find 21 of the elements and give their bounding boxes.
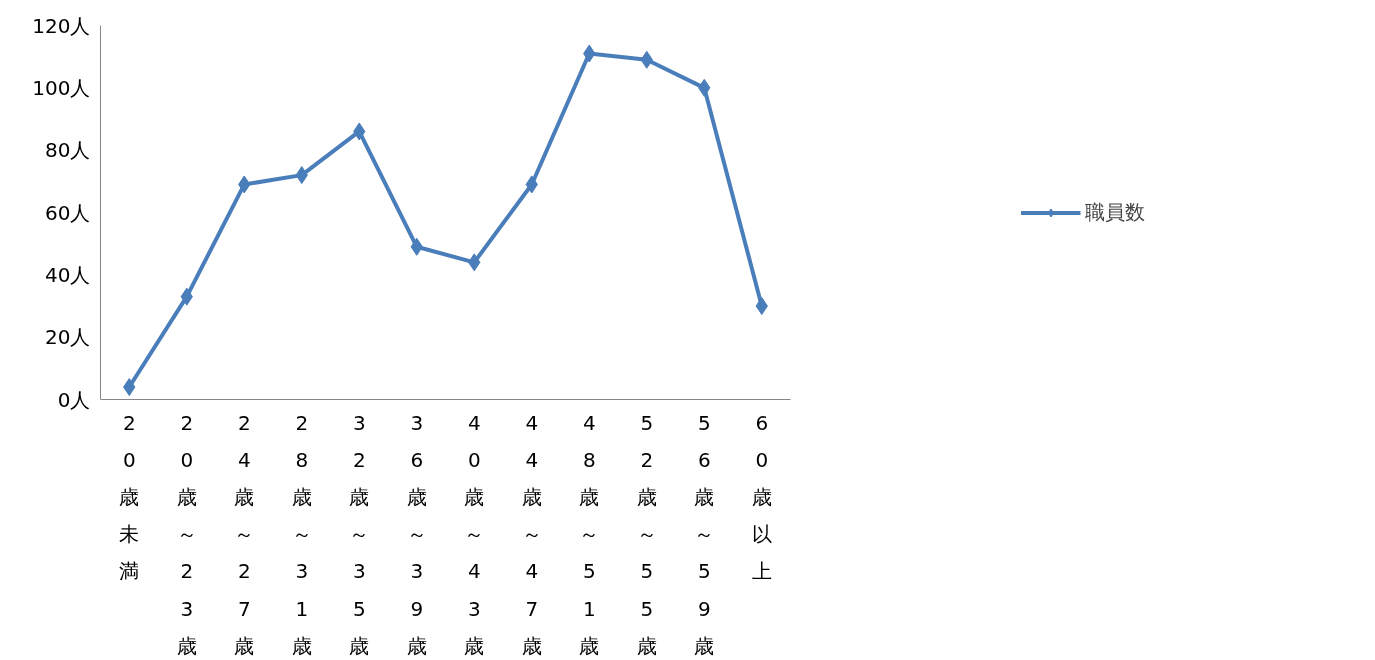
point (755, 297, 768, 315)
y-tick-label: 100人 (32, 75, 91, 100)
x-tick-label: 36歳～39歳 (406, 410, 427, 658)
x-tick-label: 44歳～47歳 (521, 410, 542, 658)
y-tick-label: 120人 (32, 13, 91, 38)
x-tick-label: 28歳～31歳 (291, 410, 312, 658)
x-tick-label: 60歳以上 (751, 410, 772, 584)
x-tick-label: 32歳～35歳 (349, 410, 370, 658)
x-tick-label: 48歳～51歳 (579, 410, 600, 658)
y-tick-label: 0人 (57, 387, 91, 412)
x-tick-label: 24歳～27歳 (234, 410, 255, 658)
y-tick-label: 20人 (45, 325, 91, 350)
x-tick-label: 56歳～59歳 (694, 410, 715, 658)
x-tick-label: 20歳未満 (119, 410, 140, 584)
x-tick-label: 40歳～43歳 (464, 410, 485, 658)
legend-label: 職員数 (1085, 198, 1145, 226)
y-tick-label: 40人 (45, 262, 91, 287)
x-tick-label: 20歳～23歳 (176, 410, 197, 658)
y-tick-label: 60人 (45, 200, 91, 225)
x-tick-label: 52歳～55歳 (636, 410, 657, 658)
y-tick-label: 80人 (45, 138, 91, 163)
